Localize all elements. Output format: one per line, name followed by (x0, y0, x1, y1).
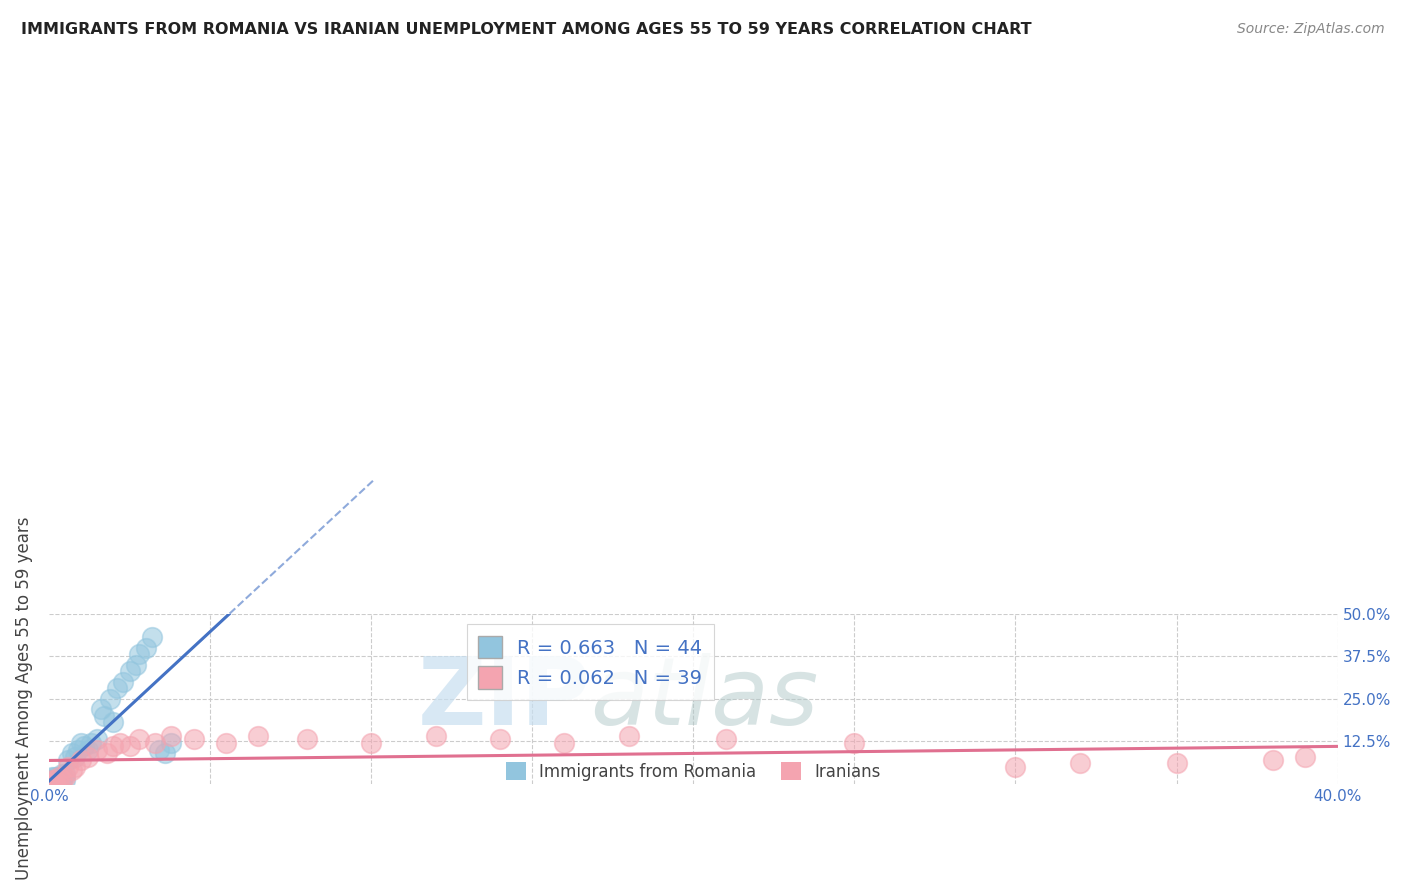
Point (108, 736, 131, 750)
Point (44, 773, 66, 788)
Point (41, 770, 63, 784)
Point (60, 763, 83, 777)
Point (553, 736, 575, 750)
Point (39, 777, 62, 791)
Point (58, 760, 80, 774)
Point (103, 739, 125, 754)
Point (39, 777, 62, 791)
Point (360, 736, 382, 750)
Point (48, 770, 70, 784)
Point (53, 773, 76, 788)
Point (86, 742, 108, 756)
Point (41, 773, 63, 788)
Point (80, 736, 103, 750)
Point (70, 736, 93, 750)
Point (63, 749, 86, 764)
Point (73, 739, 96, 754)
Point (41, 777, 63, 791)
Point (42, 777, 65, 791)
Point (60, 746, 83, 760)
Text: atlas: atlas (591, 653, 818, 744)
Point (39, 773, 62, 788)
Point (41, 777, 63, 791)
Point (1294, 749, 1316, 764)
Point (295, 732, 318, 747)
Point (1263, 753, 1285, 767)
Point (160, 736, 183, 750)
Point (118, 739, 141, 754)
Point (96, 746, 118, 760)
Point (53, 770, 76, 784)
Point (63, 760, 86, 774)
Point (143, 736, 166, 750)
Point (51, 773, 73, 788)
Point (215, 736, 238, 750)
Point (1166, 756, 1188, 771)
Point (86, 732, 108, 747)
Text: ZIP: ZIP (418, 653, 591, 745)
Point (70, 753, 93, 767)
Point (89, 702, 111, 716)
Point (39, 777, 62, 791)
Point (66, 742, 89, 756)
Point (844, 736, 866, 750)
Point (48, 777, 70, 791)
Point (714, 732, 737, 747)
Point (48, 777, 70, 791)
Point (48, 773, 70, 788)
Point (105, 681, 128, 696)
Point (135, 640, 157, 655)
Point (53, 766, 76, 780)
Point (44, 773, 66, 788)
Point (93, 708, 115, 723)
Point (39, 777, 62, 791)
Point (489, 732, 512, 747)
Point (76, 742, 98, 756)
Point (1004, 760, 1026, 774)
Point (247, 729, 270, 743)
Point (39, 777, 62, 791)
Point (425, 729, 447, 743)
Point (51, 766, 73, 780)
Point (41, 777, 63, 791)
Point (148, 742, 170, 756)
Point (128, 648, 150, 662)
Point (112, 674, 135, 689)
Point (48, 770, 70, 784)
Point (103, 715, 125, 730)
Point (39, 777, 62, 791)
Point (125, 657, 148, 672)
Point (118, 665, 141, 679)
Point (76, 749, 98, 764)
Point (41, 777, 63, 791)
Point (183, 732, 205, 747)
Point (1069, 756, 1091, 771)
Point (617, 729, 640, 743)
Point (51, 773, 73, 788)
Point (141, 631, 163, 645)
Point (128, 732, 150, 747)
Point (98, 691, 121, 706)
Text: Source: ZipAtlas.com: Source: ZipAtlas.com (1237, 22, 1385, 37)
Point (41, 773, 63, 788)
Legend: Immigrants from Romania, Iranians: Immigrants from Romania, Iranians (499, 756, 887, 788)
Y-axis label: Unemployment Among Ages 55 to 59 years: Unemployment Among Ages 55 to 59 years (15, 516, 32, 880)
Point (44, 777, 66, 791)
Point (160, 729, 183, 743)
Point (153, 746, 176, 760)
Point (44, 777, 66, 791)
Point (44, 770, 66, 784)
Point (58, 753, 80, 767)
Text: IMMIGRANTS FROM ROMANIA VS IRANIAN UNEMPLOYMENT AMONG AGES 55 TO 59 YEARS CORREL: IMMIGRANTS FROM ROMANIA VS IRANIAN UNEMP… (21, 22, 1032, 37)
